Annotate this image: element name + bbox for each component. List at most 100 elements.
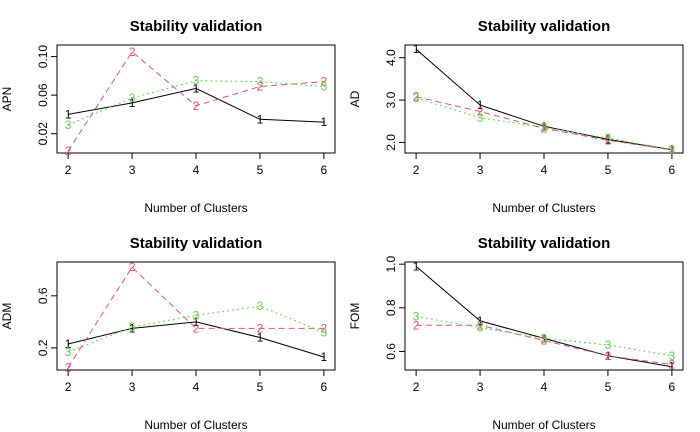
- y-axis-label: FOM: [348, 303, 362, 330]
- series-1-point: 1: [321, 350, 328, 364]
- x-tick-label: 2: [413, 380, 420, 394]
- x-tick-label: 4: [541, 380, 548, 394]
- series-2-point: 2: [477, 318, 484, 332]
- series-1-point: 1: [541, 331, 548, 345]
- series-1-point: 1: [413, 42, 420, 56]
- series-1-line: [67, 321, 325, 358]
- series-3-point: 3: [129, 91, 136, 105]
- series-1-point: 1: [129, 96, 136, 110]
- x-tick-label: 2: [65, 380, 72, 394]
- series-3-point: 3: [193, 308, 200, 322]
- series-2-point: 2: [669, 143, 676, 157]
- series-2-point: 2: [257, 321, 264, 335]
- y-tick-label: 0.02: [36, 122, 50, 146]
- series-1-point: 1: [129, 321, 136, 335]
- series-2-point: 2: [605, 349, 612, 363]
- series-2-line: [67, 51, 324, 152]
- y-tick-label: 0.06: [36, 83, 50, 107]
- series-3-point: 3: [477, 111, 484, 125]
- chart-title: Stability validation: [130, 18, 263, 35]
- series-2-point: 2: [129, 45, 136, 59]
- series-2-point: 2: [321, 321, 328, 335]
- series-2-line: [416, 324, 672, 365]
- series-3-point: 3: [65, 345, 72, 359]
- plot-frame: [404, 261, 684, 371]
- series-1-line: [415, 48, 672, 151]
- series-2-point: 2: [413, 90, 420, 104]
- y-axis-label: APN: [0, 87, 14, 112]
- y-tick-label: 0.2: [36, 339, 50, 356]
- series-3-point: 3: [413, 91, 420, 105]
- series-3-point: 3: [257, 75, 264, 89]
- series-2-point: 2: [541, 334, 548, 348]
- series-3-line: [67, 80, 324, 126]
- series-2-point: 2: [65, 360, 72, 374]
- series-1-point: 1: [193, 315, 200, 329]
- series-1-point: 1: [257, 330, 264, 344]
- series-1-point: 1: [257, 112, 264, 126]
- series-3-point: 3: [65, 118, 72, 132]
- y-tick-label: 0.6: [36, 287, 50, 304]
- series-3-point: 3: [257, 299, 264, 313]
- y-tick-label: 4.0: [384, 49, 398, 66]
- series-2-point: 2: [541, 121, 548, 135]
- series-3-point: 3: [669, 143, 676, 157]
- series-2-point: 2: [605, 133, 612, 147]
- series-3-line: [67, 305, 325, 353]
- series-2-point: 2: [129, 260, 136, 274]
- x-axis-label: Number of Clusters: [144, 418, 247, 432]
- y-tick-label: 0.6: [384, 343, 398, 360]
- plot-frame: [404, 44, 684, 154]
- x-tick-label: 3: [129, 380, 136, 394]
- y-tick-label: 1.0: [384, 256, 398, 273]
- series-3-point: 3: [321, 79, 328, 93]
- series-2-point: 2: [257, 79, 264, 93]
- y-tick-label: 0.10: [36, 45, 50, 69]
- series-2-point: 2: [193, 321, 200, 335]
- chart-title: Stability validation: [478, 18, 611, 35]
- series-3-point: 3: [669, 349, 676, 363]
- chart-title: Stability validation: [478, 235, 611, 252]
- x-tick-label: 5: [257, 163, 264, 177]
- x-axis-label: Number of Clusters: [492, 201, 595, 215]
- series-2-point: 2: [193, 99, 200, 113]
- series-1-point: 1: [541, 119, 548, 133]
- x-tick-label: 4: [193, 163, 200, 177]
- series-3-point: 3: [193, 74, 200, 88]
- y-tick-label: 0.8: [384, 299, 398, 316]
- x-tick-label: 3: [477, 380, 484, 394]
- y-axis-label: AD: [348, 90, 362, 107]
- series-3-point: 3: [477, 320, 484, 334]
- series-1-point: 1: [321, 115, 328, 129]
- series-2-point: 2: [477, 104, 484, 118]
- series-1-point: 1: [669, 143, 676, 157]
- chart-title: Stability validation: [130, 235, 263, 252]
- series-3-line: [415, 97, 672, 151]
- series-1-point: 1: [605, 132, 612, 146]
- series-1-point: 1: [65, 107, 72, 121]
- series-1-point: 1: [477, 314, 484, 328]
- series-1-point: 1: [413, 259, 420, 273]
- y-axis-label: ADM: [0, 303, 14, 330]
- x-tick-label: 5: [605, 163, 612, 177]
- series-2-point: 2: [321, 75, 328, 89]
- series-3-point: 3: [605, 338, 612, 352]
- x-tick-label: 6: [669, 380, 676, 394]
- series-1-point: 1: [477, 98, 484, 112]
- series-1-point: 1: [193, 81, 200, 95]
- x-axis-label: Number of Clusters: [144, 201, 247, 215]
- x-tick-label: 3: [477, 163, 484, 177]
- series-2-line: [67, 266, 324, 368]
- series-3-point: 3: [413, 310, 420, 324]
- x-tick-label: 5: [257, 380, 264, 394]
- series-2-point: 2: [413, 318, 420, 332]
- x-tick-label: 5: [605, 380, 612, 394]
- series-1-point: 1: [669, 360, 676, 374]
- series-2-point: 2: [669, 358, 676, 372]
- series-3-point: 3: [129, 320, 136, 334]
- x-tick-label: 3: [129, 163, 136, 177]
